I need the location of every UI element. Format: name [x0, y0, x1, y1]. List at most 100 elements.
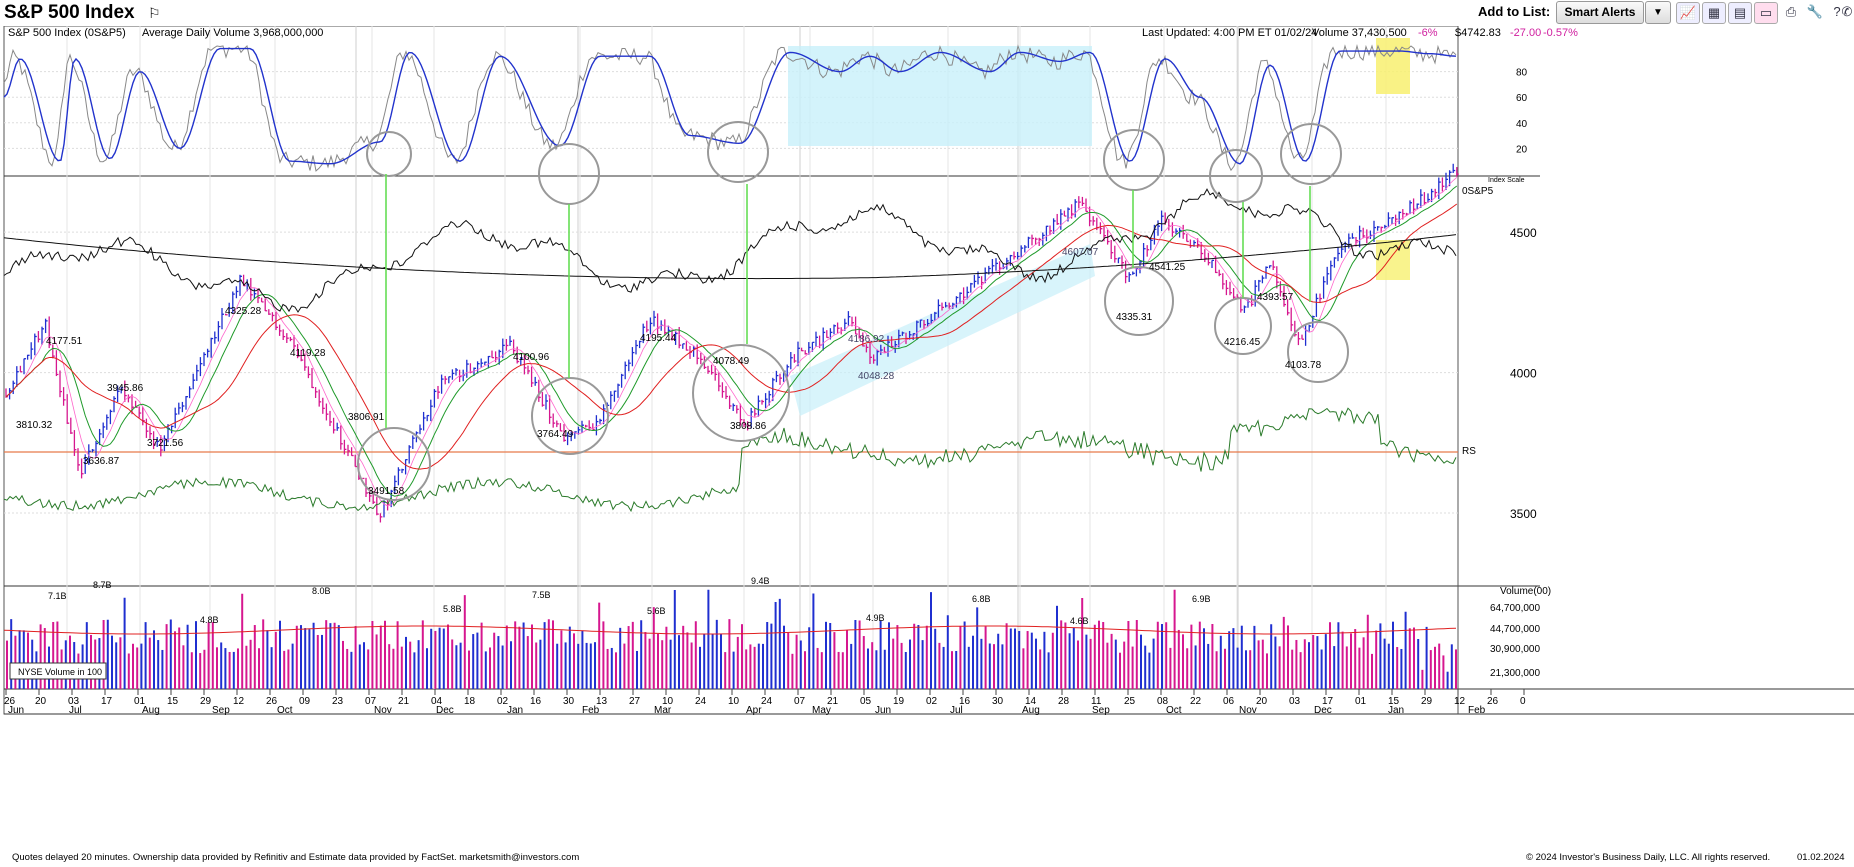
week-label: 07: [794, 696, 806, 707]
ma-21-line: [5, 185, 1458, 497]
index-scale-label: Index Scale: [1488, 177, 1525, 184]
tools-icon[interactable]: 🔧: [1806, 4, 1824, 19]
table-icon[interactable]: ▦: [1702, 2, 1726, 24]
week-label: 12: [233, 696, 245, 707]
week-label: 24: [761, 696, 773, 707]
month-label: Oct: [1166, 705, 1182, 716]
volume-peak-label: 4.9B: [866, 613, 885, 623]
month-label: Nov: [374, 705, 392, 716]
week-label: 19: [893, 696, 905, 707]
volume-tick-label: 44,700,000: [1490, 624, 1540, 635]
volume-ma-line: [3, 625, 1457, 635]
help-icon[interactable]: ?: [1833, 4, 1841, 19]
week-label: 17: [1322, 696, 1334, 707]
price-tick-label: 4000: [1510, 367, 1537, 381]
week-label: 30: [992, 696, 1004, 707]
stoch-highlight-yellow: [1376, 38, 1410, 94]
stoch-slow-line: [3, 44, 1457, 172]
price-annotation-label: 4335.31: [1116, 312, 1153, 323]
week-label: 14: [1025, 696, 1037, 707]
month-label: Oct: [277, 705, 293, 716]
price-annotation-label: 4393.57: [1257, 292, 1294, 303]
price-annotation-label: 3945.86: [107, 383, 144, 394]
week-label: 10: [662, 696, 674, 707]
week-label: 21: [827, 696, 839, 707]
week-label: 16: [959, 696, 971, 707]
week-label: 28: [1058, 696, 1070, 707]
volume-legend-box: [9, 662, 107, 680]
volume-peak-label: 7.5B: [532, 590, 551, 600]
price-annotation-label: 4103.78: [1285, 360, 1322, 371]
week-label: 26: [1487, 696, 1499, 707]
week-label: 26: [266, 696, 278, 707]
stoch-highlight-cyan: [788, 46, 1092, 146]
week-label: 06: [1223, 696, 1235, 707]
print-icon[interactable]: ⎙: [1785, 4, 1797, 19]
flag-icon[interactable]: ⚐: [148, 5, 161, 21]
rs-label: RS: [1462, 446, 1476, 457]
week-label: 03: [68, 696, 80, 707]
highlight-circle: [1103, 129, 1165, 191]
price-annotation-label: 4541.25: [1149, 262, 1186, 273]
stoch-tick-label: 20: [1516, 144, 1528, 155]
week-label: 15: [167, 696, 179, 707]
month-label: Nov: [1239, 705, 1257, 716]
price-annotation-label: 4100.96: [513, 352, 550, 363]
volume-peak-label: 4.6B: [1070, 616, 1089, 626]
volume-peak-label: 5.6B: [647, 606, 666, 616]
price-annotation-label: 4216.45: [1224, 337, 1261, 348]
month-label: Dec: [1314, 705, 1332, 716]
line-chart-icon[interactable]: 📈: [1676, 2, 1700, 24]
price-annotation-label: 4048.28: [858, 371, 895, 382]
highlight-circle: [538, 143, 600, 205]
volume-peak-label: 6.9B: [1192, 594, 1211, 604]
phone-icon[interactable]: ✆: [1841, 4, 1853, 19]
highlight-circle: [357, 427, 431, 501]
month-label: Apr: [746, 705, 762, 716]
month-label: Jun: [8, 705, 24, 716]
volume-peak-label: 6.8B: [972, 594, 991, 604]
price-annotation-label: 4607.07: [1062, 247, 1099, 258]
month-label: Sep: [212, 705, 230, 716]
price-tick-label: 3500: [1510, 507, 1537, 521]
month-label: May: [812, 705, 831, 716]
last-updated-label: Last Updated: 4:00 PM ET 01/02/24: [1142, 27, 1317, 39]
week-label: 01: [1355, 696, 1367, 707]
footer-date: 01.02.2024: [1797, 852, 1845, 863]
page-title: S&P 500 Index: [4, 2, 135, 23]
change-label: -27.00: [1510, 27, 1541, 39]
price-annotation-label: 4186.92: [848, 334, 885, 345]
chevron-down-icon[interactable]: ▼: [1645, 1, 1671, 24]
price-annotation-label: 4325.28: [225, 306, 262, 317]
highlight-circle: [1104, 266, 1174, 336]
week-label: 17: [101, 696, 113, 707]
highlight-circle: [1287, 321, 1349, 383]
volume-title: Volume(00): [1500, 586, 1551, 597]
trend-channel-highlight: [790, 244, 1095, 416]
month-label: Jul: [69, 705, 82, 716]
volume-peak-label: 7.1B: [48, 591, 67, 601]
highlight-circle: [1280, 123, 1342, 185]
price-label: $4742.83: [1455, 27, 1501, 39]
week-label: 20: [1256, 696, 1268, 707]
week-label: 11: [1091, 696, 1102, 707]
pct-label: -6%: [1418, 27, 1438, 39]
week-label: 10: [728, 696, 740, 707]
price-annotation-label: 3764.49: [537, 429, 574, 440]
layout-icon[interactable]: ▤: [1728, 2, 1752, 24]
week-label: 02: [497, 696, 509, 707]
smart-alerts-button[interactable]: Smart Alerts: [1556, 1, 1644, 24]
week-label: 09: [299, 696, 311, 707]
stoch-tick-label: 40: [1516, 119, 1528, 130]
week-label: 29: [200, 696, 212, 707]
week-label: 27: [629, 696, 641, 707]
week-label: 21: [398, 696, 410, 707]
price-annotation-label: 3491.58: [368, 486, 405, 497]
volume-tick-label: 64,700,000: [1490, 603, 1540, 614]
highlight-circle: [366, 131, 412, 177]
week-label: 0: [1520, 696, 1526, 707]
price-annotation-label: 4177.51: [46, 336, 83, 347]
week-label: 25: [1124, 696, 1136, 707]
image-icon[interactable]: ▭: [1754, 2, 1778, 24]
highlight-circle: [707, 121, 769, 183]
